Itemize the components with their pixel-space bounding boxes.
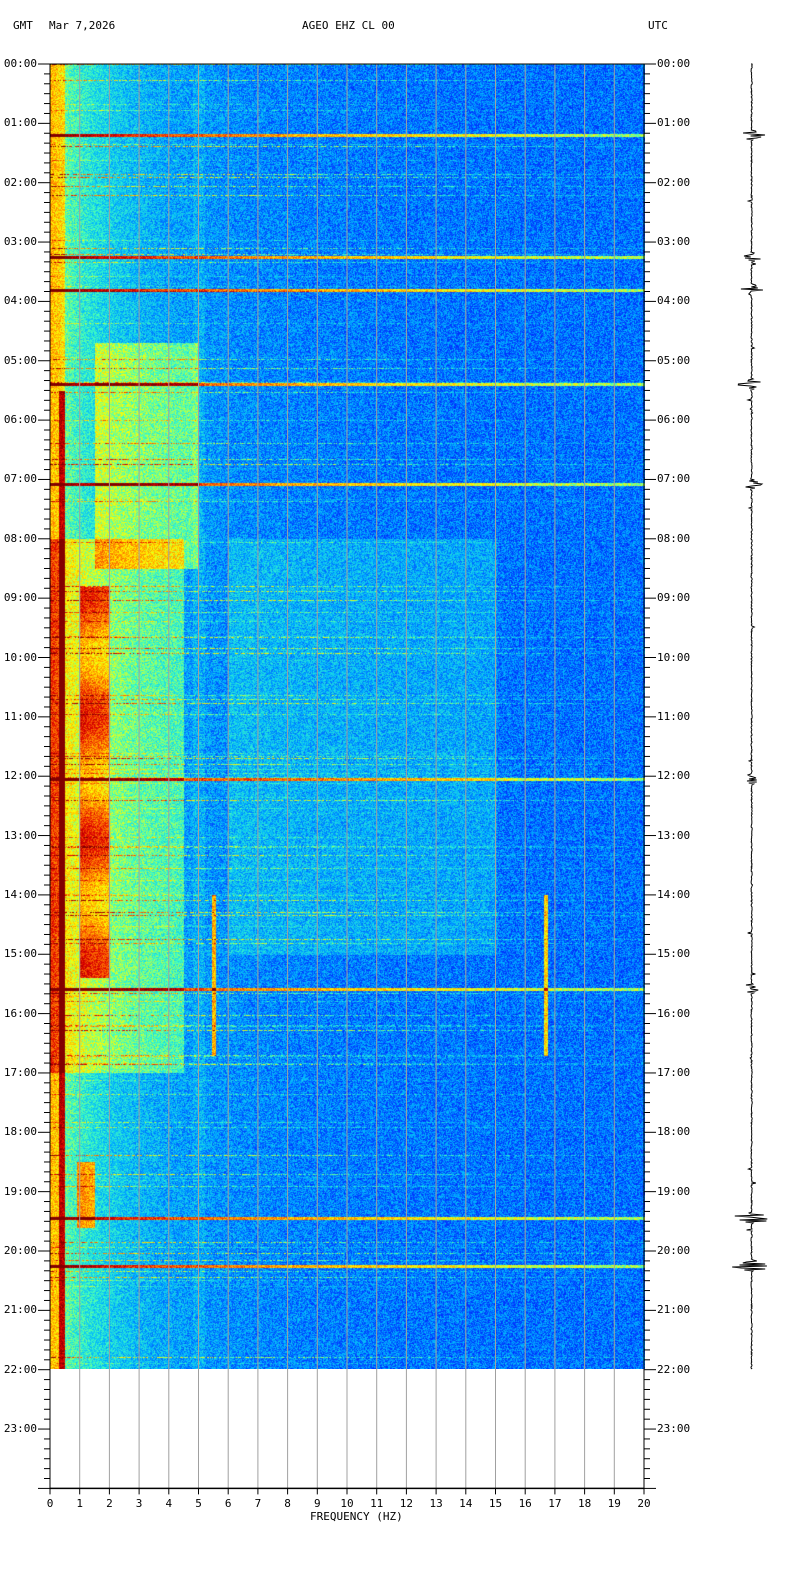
x-tick-label: 7 (254, 1497, 262, 1511)
y-tick-label-right: 03:00 (657, 235, 691, 249)
y-tick-label-left: 18:00 (3, 1125, 37, 1139)
y-tick-label-right: 05:00 (657, 353, 691, 367)
x-tick-label: 1 (76, 1497, 83, 1511)
y-tick-label-left: 15:00 (3, 947, 37, 961)
y-tick-label-left: 17:00 (3, 1065, 37, 1079)
y-tick-label-right: 04:00 (657, 294, 691, 308)
y-tick-label-left: 00:00 (3, 57, 37, 70)
x-tick-label: 2 (106, 1497, 113, 1511)
y-tick-label-right: 02:00 (657, 175, 691, 189)
x-tick-label: 10 (340, 1497, 354, 1511)
y-tick-label-right: 06:00 (657, 413, 691, 427)
y-tick-label-right: 20:00 (657, 1244, 691, 1257)
y-tick-label-left: 10:00 (3, 650, 37, 664)
timezone-label-right: UTC (648, 19, 668, 32)
y-tick-label-left: 11:00 (3, 709, 37, 723)
y-tick-label-left: 03:00 (3, 235, 37, 249)
y-tick-label-right: 09:00 (657, 591, 691, 605)
y-tick-label-right: 22:00 (657, 1362, 691, 1376)
x-tick-label: 16 (518, 1497, 532, 1511)
x-tick-label: 17 (548, 1497, 562, 1511)
x-tick-label: 14 (459, 1497, 473, 1511)
y-tick-label-right: 15:00 (657, 947, 691, 961)
y-tick-label-left: 23:00 (3, 1422, 37, 1436)
x-tick-label: 0 (46, 1497, 54, 1511)
y-tick-label-right: 07:00 (657, 472, 691, 486)
y-tick-label-left: 16:00 (3, 1006, 37, 1020)
y-tick-label-right: 16:00 (657, 1006, 691, 1020)
x-tick-label: 8 (284, 1497, 291, 1511)
y-tick-label-right: 01:00 (657, 116, 691, 130)
y-tick-label-right: 23:00 (657, 1422, 691, 1436)
y-tick-label-left: 19:00 (3, 1184, 37, 1198)
seismogram-trace (732, 63, 768, 1370)
y-tick-label-left: 01:00 (3, 116, 37, 130)
x-tick-label: 20 (637, 1497, 651, 1511)
x-tick-label: 5 (195, 1497, 202, 1511)
y-tick-label-right: 14:00 (657, 887, 691, 901)
x-tick-label: 13 (429, 1497, 443, 1511)
chart-title: AGEO EHZ CL 00 (302, 19, 395, 32)
y-tick-label-right: 10:00 (657, 650, 691, 664)
x-tick-label: 18 (577, 1497, 592, 1511)
y-tick-label-left: 09:00 (3, 591, 37, 605)
y-tick-label-left: 13:00 (3, 828, 37, 842)
x-tick-label: 6 (224, 1497, 232, 1511)
y-tick-label-left: 20:00 (3, 1244, 37, 1257)
y-tick-label-left: 07:00 (3, 472, 37, 486)
y-tick-label-left: 06:00 (3, 413, 37, 427)
x-tick-label: 19 (607, 1497, 621, 1511)
x-tick-label: 3 (135, 1497, 143, 1511)
y-tick-label-left: 04:00 (3, 294, 37, 308)
y-tick-label-right: 08:00 (657, 531, 691, 545)
y-tick-label-right: 11:00 (657, 709, 691, 723)
y-tick-label-left: 02:00 (3, 175, 37, 189)
y-tick-label-right: 17:00 (657, 1065, 691, 1079)
x-tick-label: 9 (313, 1497, 321, 1511)
y-tick-label-right: 18:00 (657, 1125, 691, 1139)
y-tick-label-left: 14:00 (3, 887, 37, 901)
y-tick-label-left: 21:00 (3, 1303, 37, 1317)
y-tick-label-right: 13:00 (657, 828, 691, 842)
y-tick-label-right: 12:00 (657, 769, 691, 783)
x-axis-label: FREQUENCY (HZ) (310, 1510, 403, 1523)
y-tick-label-left: 22:00 (3, 1362, 37, 1376)
y-tick-label-right: 19:00 (657, 1184, 691, 1198)
date-label: Mar 7,2026 (49, 19, 116, 32)
y-tick-label-left: 12:00 (3, 769, 37, 783)
y-tick-label-right: 00:00 (657, 57, 691, 70)
x-tick-label: 12 (399, 1497, 414, 1511)
y-tick-label-left: 08:00 (3, 531, 37, 545)
x-tick-label: 15 (488, 1497, 503, 1511)
y-tick-label-left: 05:00 (3, 353, 37, 367)
x-tick-label: 4 (165, 1497, 173, 1511)
x-tick-label: 11 (370, 1497, 384, 1511)
timezone-label-left: GMT (13, 19, 33, 32)
y-tick-label-right: 21:00 (657, 1303, 691, 1317)
